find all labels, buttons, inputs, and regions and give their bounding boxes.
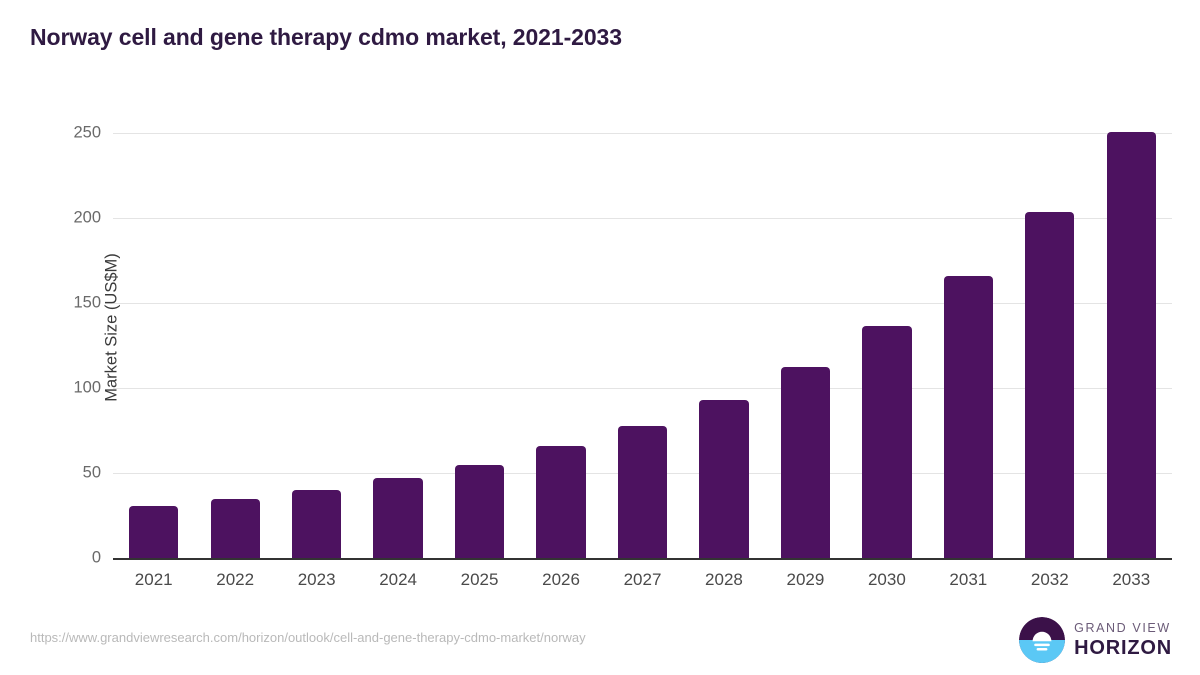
gridline bbox=[113, 133, 1172, 135]
bar-group[interactable] bbox=[617, 113, 668, 558]
bar[interactable] bbox=[780, 366, 831, 558]
x-tick-label: 2028 bbox=[705, 570, 743, 589]
y-tick-label: 0 bbox=[91, 548, 101, 567]
bar-group[interactable] bbox=[699, 113, 749, 558]
x-tick-label: 2024 bbox=[379, 570, 418, 589]
horizon-lighthouse-circle-icon bbox=[1019, 617, 1066, 663]
x-tick-label: 2030 bbox=[867, 570, 906, 589]
bar-group[interactable] bbox=[454, 113, 505, 558]
x-tick-label: 2027 bbox=[623, 570, 662, 589]
y-axis-title: Market Size (US$M) bbox=[102, 253, 121, 402]
page-title: Norway cell and gene therapy cdmo market… bbox=[30, 24, 622, 50]
bar-group[interactable] bbox=[292, 113, 342, 558]
y-tick-label: 250 bbox=[73, 123, 101, 142]
y-tick-label: 150 bbox=[73, 293, 101, 312]
x-tick-label: 2023 bbox=[297, 570, 336, 589]
brand-logo[interactable]: GRAND VIEW HORIZON bbox=[1019, 617, 1172, 663]
gridline bbox=[113, 388, 1172, 390]
bar[interactable] bbox=[862, 326, 912, 558]
logo-text-top: GRAND VIEW bbox=[1074, 621, 1171, 636]
y-tick-label: 200 bbox=[73, 208, 101, 227]
bar-group[interactable] bbox=[536, 113, 586, 558]
bar-group[interactable] bbox=[129, 113, 179, 558]
x-axis-line bbox=[113, 558, 1172, 560]
bar-group[interactable] bbox=[780, 113, 831, 558]
bar[interactable] bbox=[373, 478, 423, 558]
bar[interactable] bbox=[292, 490, 342, 558]
bar[interactable] bbox=[699, 400, 749, 558]
bar-group[interactable] bbox=[1025, 113, 1075, 558]
logo-text-bottom: HORIZON bbox=[1074, 636, 1172, 659]
y-tick-label: 100 bbox=[73, 378, 101, 397]
plot-area: 0 50 100 150 200 250 Market Size (US$M) bbox=[73, 113, 1172, 567]
x-tick-label: 2033 bbox=[1112, 570, 1151, 589]
bar-group[interactable] bbox=[943, 113, 993, 558]
bar[interactable] bbox=[536, 445, 586, 558]
y-tick-label: 50 bbox=[82, 463, 101, 482]
gridline bbox=[113, 303, 1172, 305]
x-tick-label: 2031 bbox=[949, 570, 988, 589]
gridline bbox=[113, 218, 1172, 220]
bar[interactable] bbox=[454, 464, 505, 558]
x-tick-label: 2032 bbox=[1030, 570, 1069, 589]
bar-group[interactable] bbox=[862, 113, 912, 558]
x-tick-label: 2022 bbox=[216, 570, 255, 589]
bar[interactable] bbox=[1025, 212, 1075, 558]
bar[interactable] bbox=[943, 276, 993, 558]
source-url[interactable]: https://www.grandviewresearch.com/horizo… bbox=[30, 630, 586, 645]
logo-text: GRAND VIEW HORIZON bbox=[1074, 622, 1172, 658]
bar[interactable] bbox=[129, 506, 179, 558]
bar[interactable] bbox=[1106, 131, 1156, 558]
x-tick-label: 2026 bbox=[542, 570, 580, 589]
bar-group[interactable] bbox=[1106, 113, 1156, 558]
x-tick-label: 2025 bbox=[460, 570, 499, 589]
bar[interactable] bbox=[210, 499, 260, 558]
bar[interactable] bbox=[617, 425, 668, 558]
x-tick-label: 2029 bbox=[786, 570, 825, 589]
bar-group[interactable] bbox=[373, 113, 423, 558]
x-tick-label: 2021 bbox=[134, 570, 173, 589]
bar-group[interactable] bbox=[210, 113, 260, 558]
